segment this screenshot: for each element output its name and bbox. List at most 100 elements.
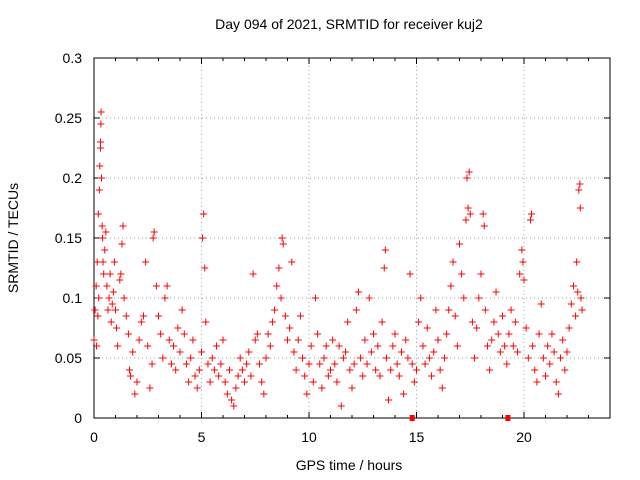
data-point xyxy=(228,396,236,404)
data-point xyxy=(464,204,472,212)
data-point xyxy=(456,240,463,248)
data-point xyxy=(163,282,171,290)
data-point xyxy=(94,210,102,218)
data-point xyxy=(93,342,101,350)
data-point xyxy=(316,360,324,368)
data-point xyxy=(97,120,105,128)
y-tick-label: 0.05 xyxy=(55,350,82,366)
data-point xyxy=(200,210,208,218)
data-point xyxy=(329,336,337,344)
data-point xyxy=(514,348,522,356)
data-point xyxy=(260,390,268,398)
data-point xyxy=(477,270,485,278)
data-point xyxy=(262,354,270,362)
data-point xyxy=(348,384,356,392)
data-point xyxy=(557,354,565,362)
data-point xyxy=(122,312,130,320)
data-point xyxy=(210,366,218,374)
data-point xyxy=(440,354,448,362)
y-tick-label: 0.15 xyxy=(55,230,82,246)
data-point xyxy=(486,366,494,374)
data-point xyxy=(419,342,427,350)
data-point xyxy=(92,282,100,290)
data-point xyxy=(266,342,274,350)
bottom-marker xyxy=(505,415,511,421)
data-point xyxy=(483,342,491,350)
data-point xyxy=(107,318,115,326)
data-point xyxy=(223,390,231,398)
data-point xyxy=(124,330,132,338)
data-point xyxy=(96,144,104,152)
y-tick-label: 0.1 xyxy=(63,290,83,306)
data-point xyxy=(146,384,154,392)
data-point xyxy=(352,306,360,314)
data-point xyxy=(277,294,285,302)
data-point xyxy=(193,384,201,392)
data-point xyxy=(501,342,509,350)
data-point xyxy=(465,168,473,176)
data-point xyxy=(187,354,195,362)
data-point xyxy=(290,348,298,356)
data-point xyxy=(116,276,124,284)
data-point xyxy=(172,366,180,374)
data-point xyxy=(531,366,539,374)
data-point xyxy=(174,324,182,332)
data-point xyxy=(361,336,369,344)
data-point xyxy=(101,246,109,254)
data-point xyxy=(518,246,526,254)
data-point xyxy=(307,342,315,350)
data-point xyxy=(292,366,300,374)
data-point xyxy=(202,318,210,326)
data-point xyxy=(542,372,549,380)
data-point xyxy=(576,180,584,188)
data-point xyxy=(404,354,412,362)
data-point xyxy=(559,336,567,344)
x-tick-label: 0 xyxy=(90,429,98,445)
data-point xyxy=(533,378,541,386)
data-point xyxy=(110,258,118,266)
data-point xyxy=(217,360,225,368)
data-point xyxy=(314,330,322,338)
data-point xyxy=(342,348,350,356)
data-point xyxy=(374,342,382,350)
data-point xyxy=(268,318,276,326)
data-point xyxy=(96,138,104,146)
data-point xyxy=(243,360,251,368)
data-point xyxy=(117,270,125,278)
data-point xyxy=(112,306,119,314)
data-point xyxy=(161,294,169,302)
data-point xyxy=(129,348,137,356)
data-point xyxy=(149,234,157,242)
data-point xyxy=(492,288,500,296)
data-point xyxy=(133,378,141,386)
data-point xyxy=(519,258,527,266)
data-point xyxy=(331,360,339,368)
data-point xyxy=(516,270,524,278)
data-point xyxy=(303,390,311,398)
data-point xyxy=(273,282,281,290)
data-point xyxy=(108,300,116,308)
data-point xyxy=(144,342,152,350)
data-point xyxy=(423,324,431,332)
data-point xyxy=(436,366,444,374)
data-point xyxy=(367,348,375,356)
data-point xyxy=(199,234,207,242)
bottom-marker xyxy=(409,415,415,421)
data-point xyxy=(109,288,117,296)
data-point xyxy=(165,336,173,344)
data-point xyxy=(460,294,468,302)
data-points xyxy=(90,108,586,410)
data-point xyxy=(189,336,197,344)
data-point xyxy=(296,312,304,320)
data-point xyxy=(453,342,461,350)
data-point xyxy=(114,342,122,350)
data-point xyxy=(434,336,442,344)
data-point xyxy=(198,348,205,356)
data-point xyxy=(249,270,257,278)
data-point xyxy=(550,348,558,356)
data-point xyxy=(204,360,212,368)
data-point xyxy=(567,300,575,308)
data-point xyxy=(333,378,341,386)
data-point xyxy=(576,204,584,212)
